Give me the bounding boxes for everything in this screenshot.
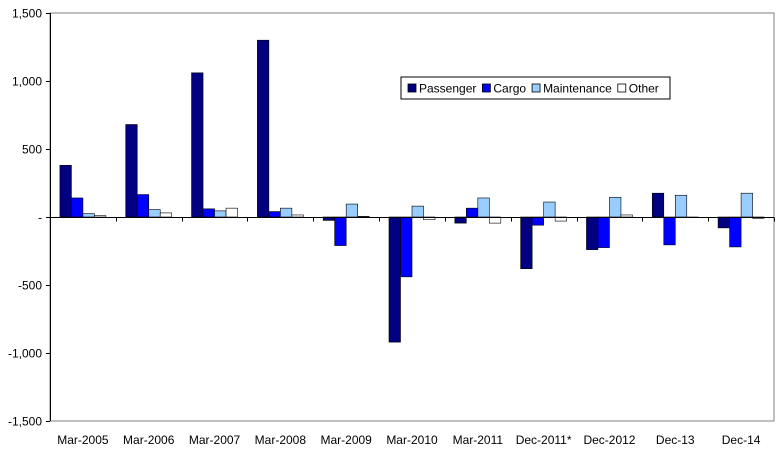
bar-maintenance-8: [609, 197, 621, 217]
bar-passenger-1: [126, 125, 137, 217]
x-tick-label: Dec-14: [722, 433, 761, 447]
bar-passenger-10: [718, 217, 730, 228]
legend-label-other: Other: [629, 82, 659, 96]
bar-cargo-7: [532, 217, 544, 225]
bar-passenger-8: [586, 217, 598, 250]
x-tick-label: Dec-2012: [583, 433, 635, 447]
bar-maintenance-10: [741, 193, 753, 217]
bar-cargo-0: [71, 198, 83, 217]
bar-maintenance-7: [544, 202, 556, 217]
bar-passenger-7: [521, 217, 533, 269]
bar-cargo-8: [598, 217, 610, 248]
legend-label-cargo: Cargo: [493, 82, 526, 96]
bar-maintenance-1: [149, 210, 161, 217]
legend-label-passenger: Passenger: [419, 82, 476, 96]
x-tick-label: Mar-2011: [453, 433, 504, 447]
bar-other-3: [292, 215, 304, 217]
bar-cargo-2: [203, 209, 215, 217]
bar-maintenance-5: [412, 206, 424, 217]
y-tick-label: 1,000: [12, 75, 42, 89]
y-tick-label: -1,000: [8, 347, 42, 361]
y-tick-label: -1,500: [8, 415, 42, 429]
bar-other-2: [226, 208, 238, 217]
x-tick-label: Mar-2010: [386, 433, 438, 447]
y-tick-label: 1,500: [12, 7, 42, 21]
bar-passenger-0: [60, 165, 71, 217]
bar-maintenance-0: [83, 214, 95, 217]
legend-swatch-maintenance: [532, 84, 540, 92]
x-tick-label: Mar-2006: [123, 433, 175, 447]
bar-other-4: [358, 216, 370, 217]
bar-passenger-5: [389, 217, 401, 342]
bar-passenger-2: [192, 73, 204, 217]
bar-cargo-5: [401, 217, 413, 277]
x-tick-label: Dec-2011*: [516, 433, 572, 447]
legend-swatch-passenger: [408, 84, 416, 92]
bar-other-1: [160, 213, 172, 217]
x-tick-label: Mar-2008: [255, 433, 307, 447]
y-tick-label: -500: [18, 279, 42, 293]
bar-maintenance-9: [675, 195, 687, 217]
bar-maintenance-4: [346, 204, 358, 217]
x-tick-label: Mar-2009: [321, 433, 373, 447]
x-tick-label: Dec-13: [656, 433, 695, 447]
bar-passenger-3: [257, 40, 269, 217]
bar-other-8: [621, 215, 633, 217]
bar-cargo-3: [269, 212, 281, 217]
legend-swatch-other: [618, 84, 626, 92]
bar-cargo-10: [730, 217, 742, 247]
x-tick-label: Mar-2007: [189, 433, 241, 447]
bar-maintenance-3: [280, 208, 292, 217]
legend-label-maintenance: Maintenance: [543, 82, 612, 96]
y-tick-label: 500: [22, 143, 42, 157]
y-tick-label: -: [38, 211, 42, 225]
bar-cargo-6: [466, 208, 478, 217]
bar-cargo-1: [137, 195, 149, 217]
bar-maintenance-2: [215, 211, 227, 217]
bar-passenger-9: [652, 193, 664, 217]
bar-other-0: [94, 216, 106, 217]
bar-maintenance-6: [478, 198, 490, 217]
legend-swatch-cargo: [482, 84, 490, 92]
bar-cargo-4: [335, 217, 347, 246]
x-tick-label: Mar-2005: [57, 433, 109, 447]
bar-cargo-9: [664, 217, 676, 245]
